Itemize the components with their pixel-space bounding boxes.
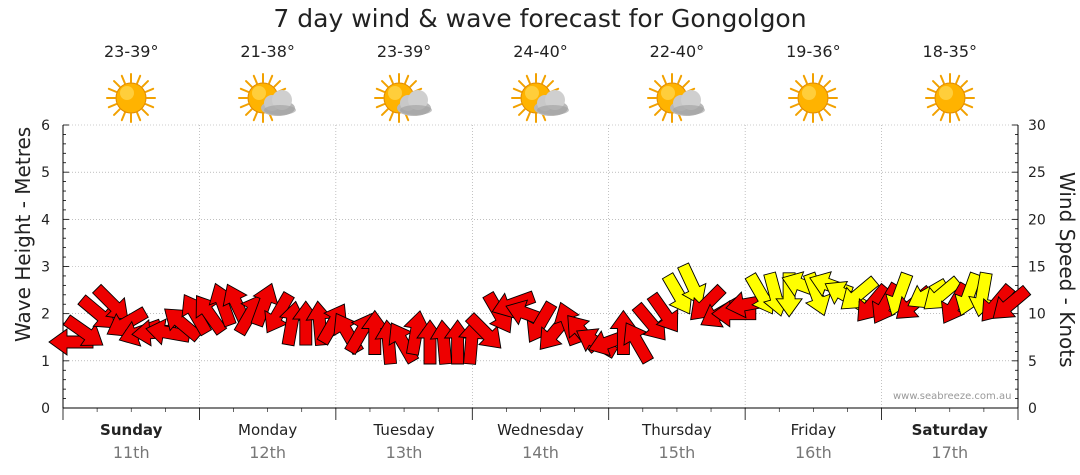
right-tick-label: 10 (1028, 307, 1046, 323)
right-tick-label: 15 (1028, 260, 1046, 276)
wind-arrow (802, 271, 831, 317)
right-tick-label: 25 (1028, 165, 1046, 181)
left-axis-label: Wave Height - Metres (11, 126, 35, 342)
left-tick-label: 4 (41, 212, 50, 228)
day-temperature: 22-40° (649, 42, 705, 61)
left-tick-label: 0 (41, 401, 50, 417)
right-tick-label: 0 (1028, 401, 1037, 417)
right-tick-label: 20 (1028, 212, 1046, 228)
wind-arrow (464, 312, 502, 349)
day-date: 11th (112, 443, 150, 462)
wind-arrow (646, 291, 679, 333)
sun-cloud-icon (510, 73, 569, 123)
day-date: 12th (249, 443, 287, 462)
chart-title: 7 day wind & wave forecast for Gongolgon (273, 4, 807, 33)
wind-arrow (623, 322, 655, 365)
wind-arrow (403, 310, 431, 356)
wind-arrow (77, 294, 117, 329)
right-axis-ticks: 0 5 10 15 20 25 30 (1028, 118, 1046, 417)
day-temperature: 21-38° (240, 42, 295, 61)
site-credit: www.seabreeze.com.au (893, 391, 1012, 402)
wind-arrow (609, 309, 638, 355)
right-tick-label: 5 (1028, 354, 1037, 370)
day-temperature: 23-39° (376, 42, 432, 61)
axes (62, 124, 1019, 420)
wind-arrow (677, 262, 707, 307)
wind-arrow (264, 291, 295, 334)
day-name: Friday (790, 421, 837, 439)
day-date: 14th (522, 443, 559, 462)
left-tick-label: 2 (41, 307, 50, 323)
sun-cloud-icon (646, 73, 705, 123)
day-name: Tuesday (373, 421, 435, 439)
left-tick-label: 1 (41, 354, 50, 370)
right-tick-label: 30 (1028, 118, 1046, 134)
left-tick-label: 3 (41, 260, 50, 276)
wind-arrow (62, 314, 104, 346)
day-name: Thursday (642, 421, 712, 439)
day-date: 15th (658, 443, 696, 462)
day-temperature: 18-35° (922, 42, 978, 61)
day-name: Sunday (100, 421, 163, 439)
right-axis-label: Wind Speed - Knots (1055, 172, 1079, 368)
day-name: Saturday (911, 421, 988, 439)
day-temperature: 19-36° (786, 42, 841, 61)
day-date: 17th (931, 443, 969, 462)
sun-icon (924, 73, 975, 123)
grid-lines (63, 124, 1018, 408)
sun-icon (788, 73, 839, 123)
wind-arrow (360, 309, 389, 355)
day-temperature: 23-39° (103, 42, 159, 61)
left-tick-label: 6 (41, 118, 50, 134)
wind-arrows (48, 262, 1032, 365)
day-temperature: 24-40° (513, 42, 568, 61)
left-axis-ticks: 0 1 2 3 4 5 6 (41, 118, 50, 417)
sun-cloud-icon (374, 73, 433, 123)
wind-arrow (250, 282, 279, 328)
wind-arrow (316, 303, 348, 346)
sun-cloud-icon (237, 73, 296, 123)
wind-arrow (992, 284, 1032, 319)
wind-arrow (631, 301, 666, 341)
day-date: 16th (794, 443, 832, 462)
day-name: Wednesday (497, 421, 584, 439)
wind-arrow (775, 272, 803, 318)
day-name: Monday (238, 421, 298, 439)
left-tick-label: 5 (41, 165, 50, 181)
sun-icon (106, 73, 157, 123)
day-date: 13th (385, 443, 423, 462)
